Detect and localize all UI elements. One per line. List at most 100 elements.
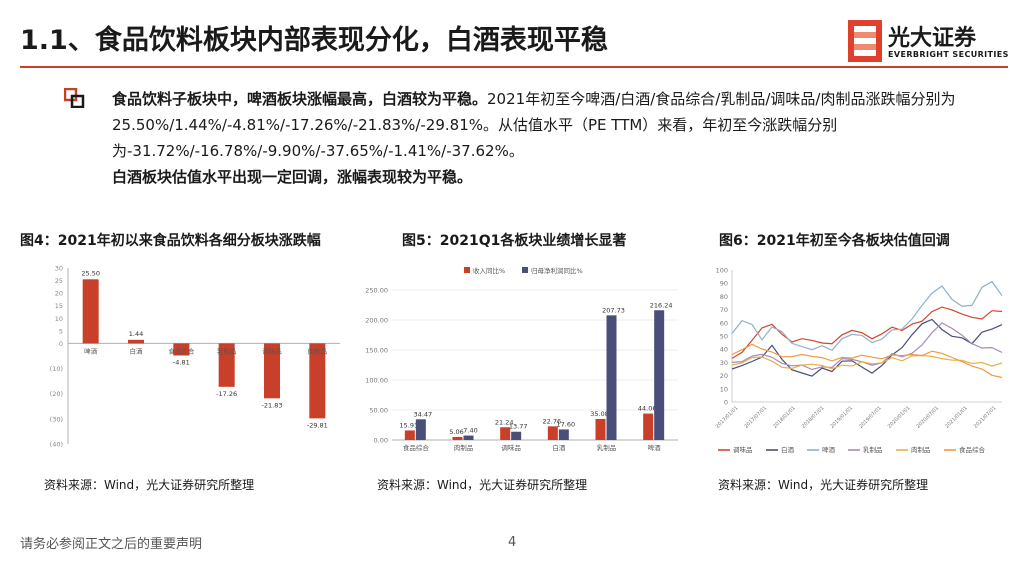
figure6-title: 图6：2021年初至今各板块估值回调 bbox=[719, 233, 950, 249]
legend-label: 乳制品 bbox=[863, 445, 883, 454]
bar bbox=[643, 413, 654, 440]
x-tick-label: 2019/07/01 bbox=[858, 405, 883, 430]
y-tick-label: 15 bbox=[55, 302, 63, 310]
x-tick-label: 肉制品 bbox=[454, 443, 474, 452]
bar-data-label: 22.76 bbox=[543, 417, 562, 425]
y-tick-label: 10 bbox=[720, 385, 728, 393]
y-tick-label: 30 bbox=[55, 265, 63, 273]
x-tick-label: 食品综合 bbox=[403, 443, 430, 452]
x-tick-label: 啤酒 bbox=[648, 443, 662, 452]
title-divider bbox=[20, 66, 1008, 68]
figure4-source: 资料来源：Wind，光大证券研究所整理 bbox=[44, 478, 255, 492]
x-tick-label: 2021/07/01 bbox=[973, 405, 998, 430]
bar-data-label: 17.60 bbox=[557, 420, 576, 428]
bar bbox=[82, 279, 99, 344]
bar-data-label: 21.24 bbox=[495, 418, 514, 426]
x-tick-label: 2018/07/01 bbox=[801, 405, 826, 430]
bar bbox=[606, 315, 617, 440]
y-tick-label: 90 bbox=[720, 280, 728, 288]
legend-swatch bbox=[464, 267, 470, 273]
bar bbox=[218, 343, 235, 387]
legend-label: 啤酒 bbox=[822, 445, 836, 454]
bar bbox=[128, 339, 144, 344]
x-tick-label: 2019/01/01 bbox=[829, 405, 854, 430]
figure6-line-chart: 0 10 20 30 40 50 60 70 80 90 100 2017/01/01 2017/07/… bbox=[715, 267, 1003, 454]
y-tick-label: (10) bbox=[50, 365, 63, 373]
bar bbox=[463, 435, 474, 440]
y-tick-label: 20 bbox=[720, 372, 728, 380]
x-tick-label: 2017/07/01 bbox=[743, 405, 768, 430]
logo-english-name: EVERBRIGHT SECURITIES bbox=[888, 50, 1009, 59]
summary-lead: 食品饮料子板块中，啤酒板块涨幅最高，白酒较为平稳。 bbox=[112, 90, 488, 108]
y-tick-label: 40 bbox=[720, 346, 728, 354]
legend-swatch bbox=[522, 267, 528, 273]
y-tick-label: (20) bbox=[50, 390, 63, 398]
x-tick-label: 啤酒 bbox=[84, 346, 98, 355]
logo-chinese-name: 光大证券 bbox=[888, 26, 977, 51]
bar bbox=[595, 418, 606, 440]
y-tick-label: 50 bbox=[720, 333, 728, 341]
bar bbox=[547, 426, 558, 440]
bar bbox=[654, 310, 665, 440]
x-tick-label: 调味品 bbox=[501, 443, 521, 452]
legend-label: 收入同比% bbox=[473, 266, 505, 275]
y-tick-label: 0.00 bbox=[374, 437, 388, 445]
bar-data-label: 34.47 bbox=[414, 410, 433, 418]
y-tick-label: 20 bbox=[55, 290, 63, 298]
figure5-title: 图5：2021Q1各板块业绩增长显著 bbox=[402, 233, 627, 249]
bar-data-label: 216.24 bbox=[650, 301, 673, 309]
bar-data-label: 25.50 bbox=[81, 269, 100, 277]
bullet-square-icon bbox=[64, 88, 85, 108]
x-tick-label: 白酒 bbox=[552, 443, 566, 452]
bar-data-label: 5.06 bbox=[449, 428, 463, 436]
y-tick-label: 0 bbox=[724, 399, 728, 407]
series-line bbox=[731, 354, 1003, 370]
bar-data-label: 44.06 bbox=[638, 405, 657, 413]
y-tick-label: 25 bbox=[55, 277, 63, 285]
series-line bbox=[731, 318, 1003, 377]
bar-data-label: 15.93 bbox=[400, 421, 419, 429]
bar-data-label: 7.40 bbox=[463, 427, 477, 435]
summary-body: 2021年初至今啤酒/白酒/食品综合/乳制品/调味品/肉制品涨跌幅分别为25.5… bbox=[112, 90, 956, 160]
y-tick-label: 5 bbox=[59, 327, 63, 335]
y-tick-label: 50.00 bbox=[369, 407, 388, 415]
x-tick-label: 肉制品 bbox=[308, 346, 328, 355]
y-tick-label: 80 bbox=[720, 293, 728, 301]
y-tick-label: 100.00 bbox=[365, 377, 388, 385]
bar bbox=[511, 431, 522, 440]
x-tick-label: 2021/01/01 bbox=[944, 405, 969, 430]
bar bbox=[415, 419, 426, 440]
series-line bbox=[731, 343, 1003, 379]
page-number: 4 bbox=[508, 535, 517, 550]
bar bbox=[558, 429, 569, 440]
figure4-bar-chart: 30 25 20 15 10 5 0 (10) (20) (30) (40) 25.50 啤酒 1.44 白… bbox=[50, 265, 340, 449]
y-tick-label: 10 bbox=[55, 315, 63, 323]
x-tick-label: 白酒 bbox=[130, 346, 144, 355]
x-tick-label: 乳制品 bbox=[597, 443, 617, 452]
y-tick-label: 100 bbox=[716, 267, 728, 275]
legend-label: 归母净利润同比% bbox=[531, 266, 583, 275]
bar bbox=[500, 427, 511, 440]
bar bbox=[309, 343, 326, 419]
legend-label: 白酒 bbox=[781, 445, 795, 454]
legend-label: 食品综合 bbox=[959, 445, 986, 454]
legend-label: 肉制品 bbox=[911, 445, 931, 454]
y-tick-label: 0 bbox=[59, 340, 63, 348]
summary-conclusion: 白酒板块估值水平出现一定回调，涨幅表现较为平稳。 bbox=[112, 168, 473, 186]
disclaimer-note: 请务必参阅正文之后的重要声明 bbox=[20, 537, 203, 552]
figure5-grouped-bar-chart: 收入同比% 归母净利润同比% 0.00 50.00 100.00 150.00 200.00… bbox=[365, 266, 678, 452]
bar-data-label: -17.26 bbox=[216, 390, 237, 398]
x-tick-label: 食品综合 bbox=[168, 346, 195, 355]
company-logo: 光大证券 EVERBRIGHT SECURITIES bbox=[848, 20, 1018, 64]
page-title: 1.1、食品饮料板块内部表现分化，白酒表现平稳 bbox=[20, 25, 608, 56]
bar bbox=[404, 430, 415, 440]
figure4-title: 图4：2021年初以来食品饮料各细分板块涨跌幅 bbox=[20, 233, 321, 249]
bar-data-label: 207.73 bbox=[602, 306, 625, 314]
bar-data-label: -29.81 bbox=[307, 421, 328, 429]
bar bbox=[452, 436, 463, 440]
logo-mark-icon bbox=[848, 20, 882, 62]
y-tick-label: (40) bbox=[50, 441, 63, 449]
bar-data-label: 35.08 bbox=[590, 410, 609, 418]
x-tick-label: 2020/01/01 bbox=[887, 405, 912, 430]
summary-paragraph: 食品饮料子板块中，啤酒板块涨幅最高，白酒较为平稳。2021年初至今啤酒/白酒/食… bbox=[112, 86, 972, 190]
